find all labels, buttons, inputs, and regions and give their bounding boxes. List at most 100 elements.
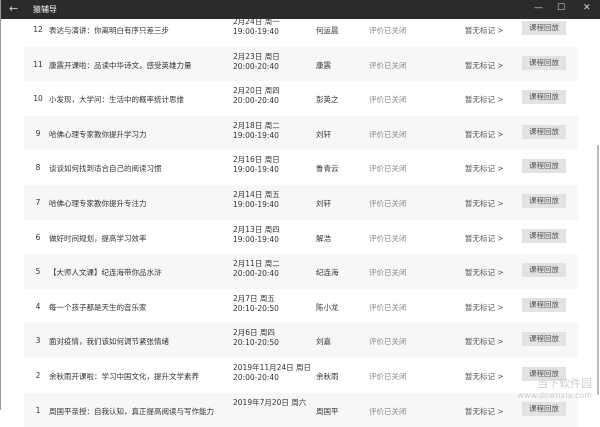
lesson-title: 【大师人文课】纪连海带你品水浒 bbox=[49, 268, 162, 278]
lesson-datetime: 2019年7月20日 周六 bbox=[233, 397, 307, 407]
lesson-number: 1 bbox=[35, 405, 41, 415]
evaluation-status: 评价已关闭 bbox=[369, 337, 407, 347]
title-bar: ← 猿辅导 — ☐ ✕ bbox=[1, 0, 600, 19]
evaluation-status: 评价已关闭 bbox=[369, 95, 407, 105]
mark-link[interactable]: 暂无标记 > bbox=[465, 268, 504, 278]
lesson-title: 谈谈如何找到适合自己的阅读习惯 bbox=[49, 164, 162, 174]
lesson-number: 10 bbox=[33, 94, 43, 104]
lesson-title: 每一个孩子都是天生的音乐家 bbox=[49, 302, 147, 312]
replay-button[interactable]: 课程回放 bbox=[522, 332, 566, 347]
evaluation-status: 评价已关闭 bbox=[369, 129, 407, 139]
arrow-left-icon[interactable]: ← bbox=[9, 2, 19, 15]
lesson-datetime: 2019年11月24日 周日 20:00-20:40 bbox=[233, 363, 312, 382]
lesson-datetime: 2月23日 周日 20:00-20:40 bbox=[233, 51, 280, 71]
watermark: 当下软件园 www.downxia.com bbox=[517, 377, 592, 400]
lesson-number: 3 bbox=[35, 336, 41, 346]
mark-link[interactable]: 暂无标记 > bbox=[465, 337, 504, 347]
evaluation-status: 评价已关闭 bbox=[369, 26, 407, 35]
lesson-datetime: 2月14日 周五 19:00-19:40 bbox=[233, 190, 280, 209]
lesson-row: 4 每一个孩子都是天生的音乐家 2月7日 周五 20:10-20:50 陈小龙 评… bbox=[24, 289, 578, 324]
lesson-row: 3 面对疫情，我们该如何调节紧张情绪 2月6日 周四 20:10-20:50 刘嘉… bbox=[24, 323, 578, 358]
lesson-row: 6 做好时间规划，提高学习效率 2月13日 周四 19:00-19:40 解浩 评… bbox=[24, 220, 578, 255]
lesson-title: 表达与演讲：你离明白有序只差三步 bbox=[49, 26, 169, 35]
replay-button[interactable]: 课程回放 bbox=[522, 55, 566, 70]
lesson-row: 10 小发现，大学问：生活中的概率统计思维 2月20日 周四 20:00-20:4… bbox=[24, 81, 578, 116]
evaluation-status: 评价已关闭 bbox=[369, 268, 407, 278]
lesson-title: 余秋雨开课啦：学习中国文化，提升文学素养 bbox=[49, 372, 199, 381]
scrollbar[interactable] bbox=[597, 145, 599, 395]
lesson-row: 5 【大师人文课】纪连海带你品水浒 2月11日 周二 20:00-20:40 纪连… bbox=[24, 254, 578, 289]
app-title: 猿辅导 bbox=[33, 5, 57, 14]
lesson-teacher: 陈小龙 bbox=[316, 302, 339, 312]
lesson-number: 11 bbox=[33, 59, 43, 69]
lesson-datetime: 2月18日 周二 19:00-19:40 bbox=[233, 120, 280, 140]
mark-link[interactable]: 暂无标记 > bbox=[465, 199, 504, 208]
mark-link[interactable]: 暂无标记 > bbox=[465, 60, 504, 70]
lesson-teacher: 彭英之 bbox=[316, 95, 339, 105]
lesson-teacher: 何运晨 bbox=[316, 26, 339, 35]
lesson-title: 周国平亲授：自我认知，真正提高阅读与写作能力 bbox=[49, 406, 214, 416]
maximize-button[interactable]: ☐ bbox=[557, 3, 566, 13]
mark-link[interactable]: 暂无标记 > bbox=[465, 129, 504, 139]
lesson-row: 9 哈佛心理专家教你提升学习力 2月18日 周二 19:00-19:40 刘轩 评… bbox=[24, 115, 578, 151]
mark-link[interactable]: 暂无标记 > bbox=[465, 406, 504, 416]
lesson-title: 做好时间规划，提高学习效率 bbox=[49, 233, 147, 243]
lesson-datetime: 2月24日 周一 19:00-19:40 bbox=[233, 17, 280, 36]
mark-link[interactable]: 暂无标记 > bbox=[465, 26, 504, 35]
evaluation-status: 评价已关闭 bbox=[369, 60, 407, 70]
replay-button[interactable]: 课程回放 bbox=[522, 159, 566, 174]
replay-button[interactable]: 课程回放 bbox=[522, 297, 566, 312]
lesson-number: 7 bbox=[35, 198, 41, 207]
lesson-teacher: 康震 bbox=[316, 60, 331, 70]
evaluation-status: 评价已关闭 bbox=[369, 372, 407, 381]
evaluation-status: 评价已关闭 bbox=[369, 302, 407, 312]
evaluation-status: 评价已关闭 bbox=[369, 199, 407, 208]
lesson-datetime: 2月7日 周五 20:10-20:50 bbox=[233, 293, 279, 313]
lesson-datetime: 2月20日 周四 20:00-20:40 bbox=[233, 86, 280, 106]
lesson-teacher: 刘轩 bbox=[316, 199, 331, 208]
lesson-title: 哈佛心理专家教你提升学习力 bbox=[49, 129, 147, 139]
replay-button[interactable]: 课程回放 bbox=[522, 194, 566, 208]
lesson-teacher: 刘轩 bbox=[316, 129, 331, 139]
lesson-row: 12 表达与演讲：你离明白有序只差三步 2月24日 周一 19:00-19:40 … bbox=[24, 12, 578, 47]
lesson-teacher: 余秋雨 bbox=[316, 372, 339, 381]
mark-link[interactable]: 暂无标记 > bbox=[465, 302, 504, 312]
lesson-title: 小发现，大学问：生活中的概率统计思维 bbox=[49, 95, 184, 105]
lesson-number: 6 bbox=[35, 232, 41, 242]
evaluation-status: 评价已关闭 bbox=[369, 164, 407, 174]
lesson-number: 2 bbox=[35, 371, 41, 380]
replay-button[interactable]: 课程回放 bbox=[522, 124, 566, 139]
lesson-teacher: 解浩 bbox=[316, 233, 331, 243]
lesson-teacher: 纪连海 bbox=[316, 268, 339, 278]
replay-button[interactable]: 课程回放 bbox=[522, 228, 566, 243]
mark-link[interactable]: 暂无标记 > bbox=[465, 164, 504, 174]
lesson-number: 5 bbox=[35, 267, 41, 277]
mark-link[interactable]: 暂无标记 > bbox=[465, 95, 504, 105]
lesson-row: 11 康震开课啦：品读中华诗文，感受英雄力量 2月23日 周日 20:00-20:… bbox=[24, 46, 578, 82]
replay-button[interactable]: 课程回放 bbox=[522, 90, 566, 105]
lesson-row: 8 谈谈如何找到适合自己的阅读习惯 2月16日 周日 19:00-19:40 鲁青… bbox=[24, 150, 578, 185]
minimize-button[interactable]: — bbox=[534, 3, 543, 13]
lesson-row: 2 余秋雨开课啦：学习中国文化，提升文学素养 2019年11月24日 周日 20:… bbox=[24, 358, 578, 393]
lesson-teacher: 刘嘉 bbox=[316, 337, 331, 347]
lesson-number: 8 bbox=[35, 163, 41, 173]
lesson-teacher: 鲁青云 bbox=[316, 164, 339, 174]
replay-button[interactable]: 课程回放 bbox=[522, 21, 566, 35]
evaluation-status: 评价已关闭 bbox=[369, 233, 407, 243]
replay-button[interactable]: 课程回放 bbox=[522, 367, 566, 381]
lesson-datetime: 2月13日 周四 19:00-19:40 bbox=[233, 224, 280, 244]
lesson-title: 面对疫情，我们该如何调节紧张情绪 bbox=[49, 337, 169, 347]
lesson-datetime: 2月16日 周日 19:00-19:40 bbox=[233, 155, 280, 175]
mark-link[interactable]: 暂无标记 > bbox=[465, 233, 504, 243]
mark-link[interactable]: 暂无标记 > bbox=[465, 372, 504, 381]
lesson-teacher: 周国平 bbox=[316, 406, 339, 416]
lesson-number: 4 bbox=[35, 301, 41, 311]
close-button[interactable]: ✕ bbox=[583, 3, 591, 13]
lesson-number: 12 bbox=[33, 25, 43, 34]
replay-button[interactable]: 课程回放 bbox=[522, 401, 566, 416]
evaluation-status: 评价已关闭 bbox=[369, 406, 407, 416]
lesson-datetime: 2月6日 周四 20:10-20:50 bbox=[233, 328, 279, 348]
lesson-row: 7 哈佛心理专家教你提升专注力 2月14日 周五 19:00-19:40 刘轩 评… bbox=[24, 185, 578, 220]
replay-button[interactable]: 课程回放 bbox=[522, 263, 566, 278]
lesson-number: 9 bbox=[35, 128, 41, 138]
